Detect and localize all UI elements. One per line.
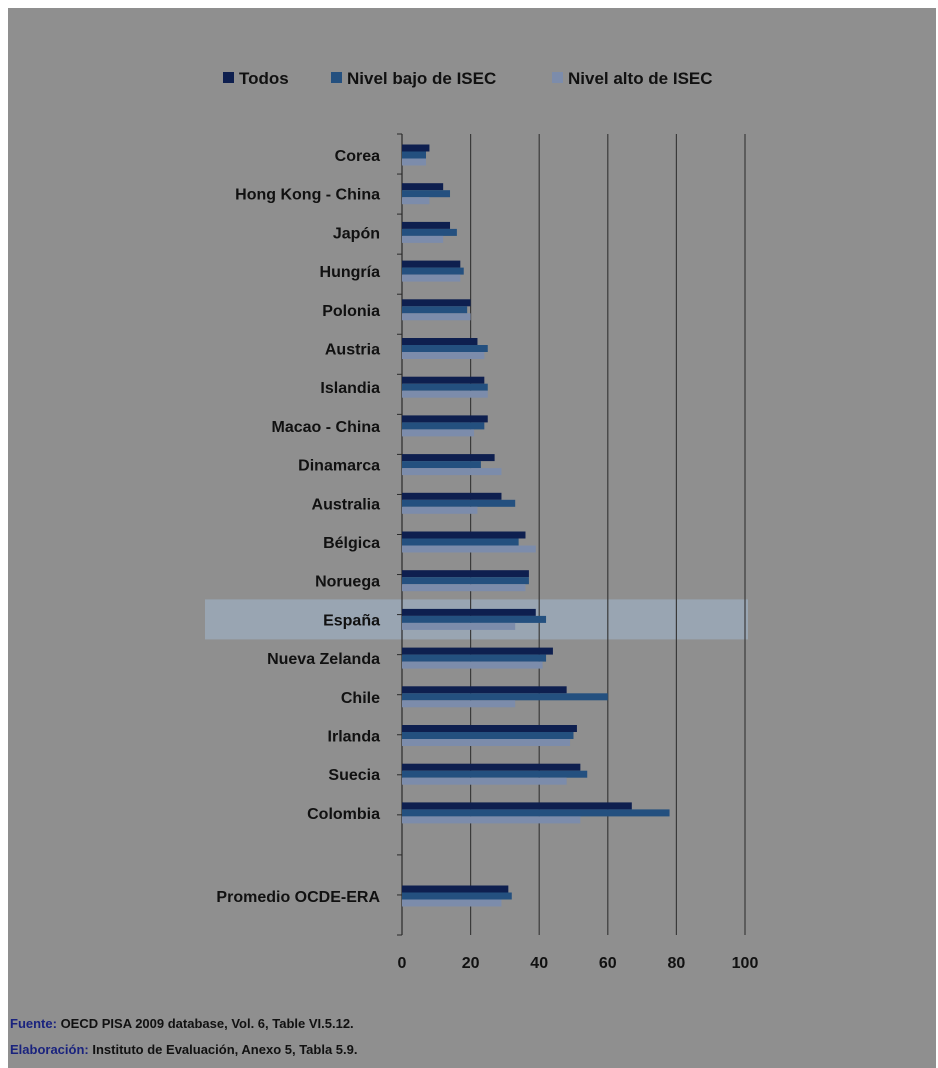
bar-todos: [402, 454, 495, 462]
bar-alto: [402, 777, 567, 785]
bar-bajo: [402, 693, 608, 701]
legend-swatch: [552, 72, 563, 83]
bar-bajo: [402, 345, 488, 352]
category-label: Hong Kong - China: [235, 187, 380, 204]
bar-alto: [402, 235, 444, 243]
bar-todos: [402, 144, 430, 152]
source-text: OECD PISA 2009 database, Vol. 6, Table V…: [56, 1016, 354, 1031]
bar-bajo: [402, 892, 512, 900]
bar-bajo: [402, 499, 516, 507]
bar-todos: [402, 260, 461, 268]
category-label: Chile: [341, 690, 380, 707]
bar-bajo: [402, 306, 468, 314]
bar-todos: [402, 570, 529, 578]
category-label: Corea: [335, 148, 380, 165]
bar-todos: [402, 725, 577, 732]
bar-bajo: [402, 615, 547, 623]
legend-label: Todos: [239, 69, 289, 88]
x-tick-label: 40: [530, 955, 548, 972]
category-label: Nueva Zelanda: [267, 651, 380, 668]
bar-alto: [402, 274, 461, 282]
bar-todos: [402, 608, 536, 616]
legend-swatch: [331, 72, 342, 83]
bar-alto: [402, 739, 571, 746]
bar-bajo: [402, 151, 427, 159]
category-label: Dinamarca: [298, 458, 380, 475]
category-label: Promedio OCDE-ERA: [216, 889, 380, 906]
bar-bajo: [402, 461, 481, 469]
category-label: Irlanda: [328, 729, 381, 746]
bar-bajo: [402, 228, 457, 236]
category-label: Bélgica: [323, 535, 380, 552]
category-label: Colombia: [307, 806, 380, 823]
bar-todos: [402, 338, 478, 345]
category-label: Japón: [333, 225, 380, 242]
bar-bajo: [402, 267, 464, 275]
legend-swatch: [223, 72, 234, 83]
bar-bajo: [402, 577, 529, 585]
bar-alto: [402, 197, 430, 205]
x-tick-label: 60: [599, 955, 617, 972]
bar-alto: [402, 622, 516, 630]
bar-alto: [402, 158, 427, 166]
credit-text: Instituto de Evaluación, Anexo 5, Tabla …: [88, 1042, 358, 1057]
bar-todos: [402, 376, 485, 384]
bar-bajo: [402, 383, 488, 391]
bar-bajo: [402, 538, 519, 546]
bar-todos: [402, 183, 444, 191]
bar-todos: [402, 647, 553, 655]
bar-alto: [402, 899, 502, 907]
legend-label: Nivel bajo de ISEC: [347, 69, 496, 88]
bar-todos: [402, 531, 526, 539]
category-label: Austria: [325, 342, 380, 359]
category-label: Australia: [312, 496, 381, 513]
bar-alto: [402, 816, 581, 824]
bar-bajo: [402, 190, 451, 198]
bar-todos: [402, 415, 488, 423]
category-label: Suecia: [328, 767, 380, 784]
x-tick-label: 80: [668, 955, 686, 972]
category-label: Hungría: [320, 264, 381, 281]
bar-alto: [402, 506, 478, 514]
bar-todos: [402, 885, 509, 893]
x-tick-label: 0: [398, 955, 407, 972]
bar-alto: [402, 661, 543, 669]
bar-todos: [402, 686, 567, 694]
bar-alto: [402, 429, 475, 437]
bar-bajo: [402, 809, 670, 817]
bar-bajo: [402, 422, 485, 430]
bar-alto: [402, 352, 485, 359]
bar-todos: [402, 492, 502, 500]
credit-label: Elaboración:: [10, 1042, 89, 1057]
x-tick-label: 100: [732, 955, 759, 972]
bar-todos: [402, 802, 632, 810]
bar-bajo: [402, 654, 547, 662]
source-note: Fuente: OECD PISA 2009 database, Vol. 6,…: [10, 1016, 354, 1031]
bar-alto: [402, 390, 488, 398]
category-label: Islandia: [320, 380, 380, 397]
bar-alto: [402, 700, 516, 708]
source-label: Fuente:: [10, 1016, 57, 1031]
bar-alto: [402, 584, 526, 592]
bar-bajo: [402, 770, 588, 778]
bar-bajo: [402, 732, 574, 739]
category-label: Polonia: [322, 303, 380, 320]
category-label: Noruega: [315, 574, 380, 591]
legend-label: Nivel alto de ISEC: [568, 69, 713, 88]
bar-todos: [402, 221, 451, 229]
x-tick-label: 20: [462, 955, 480, 972]
bar-todos: [402, 299, 471, 307]
bar-alto: [402, 468, 502, 476]
category-label: Macao - China: [272, 419, 381, 436]
bar-todos: [402, 763, 581, 771]
bar-alto: [402, 313, 471, 321]
bar-alto: [402, 545, 536, 553]
credit-note: Elaboración: Instituto de Evaluación, An…: [10, 1042, 357, 1057]
category-label: España: [323, 612, 380, 629]
